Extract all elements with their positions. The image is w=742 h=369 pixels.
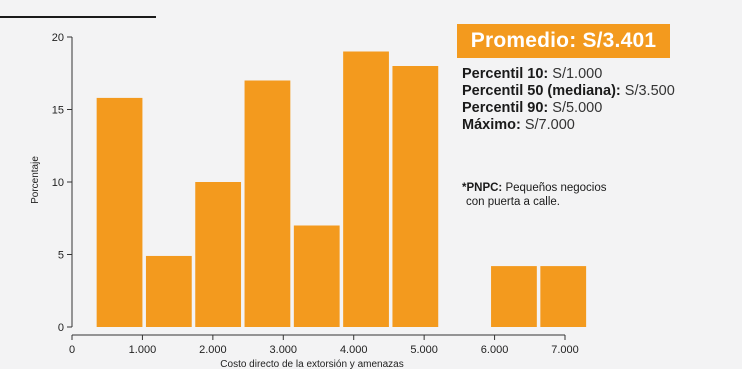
x-tick-label: 2.000 bbox=[199, 344, 227, 356]
x-tick-label: 4.000 bbox=[340, 344, 368, 356]
x-tick-label: 3.000 bbox=[270, 344, 298, 356]
histogram-bar bbox=[392, 66, 439, 327]
x-tick-label: 5.000 bbox=[410, 344, 438, 356]
stat-label: Máximo: bbox=[462, 117, 521, 133]
y-tick-label: 5 bbox=[58, 250, 64, 262]
histogram-bar bbox=[343, 51, 389, 327]
x-tick-label: 1.000 bbox=[129, 344, 157, 356]
y-tick-label: 15 bbox=[52, 105, 64, 117]
x-tick-label: 0 bbox=[69, 344, 75, 356]
stat-label: Percentil 50 (mediana): bbox=[462, 83, 621, 99]
stat-value: S/3.500 bbox=[624, 83, 675, 99]
axes-layer: 0 5 10 15 20 0 1.000 2.000 3.000 4.000 5.000 6.000 7… bbox=[52, 32, 579, 356]
y-tick-label: 20 bbox=[52, 32, 64, 44]
average-badge: Promedio: S/3.401 bbox=[457, 24, 670, 58]
stat-max: Máximo: S/7.000 bbox=[462, 117, 675, 134]
footnote: *PNPC: Pequeños negocios con puerta a ca… bbox=[462, 181, 606, 209]
stats-list: Percentil 10: S/1.000 Percentil 50 (medi… bbox=[462, 66, 675, 134]
x-tick-label: 6.000 bbox=[481, 344, 509, 356]
footnote-line2: con puerta a calle. bbox=[466, 196, 560, 208]
histogram-bar bbox=[96, 97, 143, 328]
stat-p10: Percentil 10: S/1.000 bbox=[462, 66, 675, 83]
y-tick-label: 10 bbox=[52, 177, 64, 189]
stat-p90: Percentil 90: S/5.000 bbox=[462, 100, 675, 117]
histogram-bar bbox=[491, 266, 537, 327]
histogram-bar bbox=[540, 266, 587, 327]
header-rule bbox=[0, 16, 156, 18]
y-tick-label: 0 bbox=[58, 322, 64, 334]
stat-value: S/1.000 bbox=[552, 66, 603, 82]
footnote-prefix: *PNPC: bbox=[462, 182, 503, 194]
stat-label: Percentil 10: bbox=[462, 66, 549, 82]
x-axis-title: Costo directo de la extorsión y amenazas bbox=[220, 359, 403, 369]
bars-layer bbox=[96, 51, 587, 328]
histogram-bar bbox=[244, 80, 291, 327]
stat-value: S/5.000 bbox=[552, 100, 603, 116]
y-axis-title: Porcentaje bbox=[30, 156, 41, 204]
stat-label: Percentil 90: bbox=[462, 100, 549, 116]
histogram-bar bbox=[293, 225, 340, 327]
histogram-bar bbox=[195, 182, 242, 327]
stat-value: S/7.000 bbox=[524, 117, 575, 133]
stat-p50: Percentil 50 (mediana): S/3.500 bbox=[462, 83, 675, 100]
histogram-bar bbox=[145, 255, 192, 327]
x-tick-label: 7.000 bbox=[551, 344, 579, 356]
footnote-line1: Pequeños negocios bbox=[502, 182, 607, 194]
